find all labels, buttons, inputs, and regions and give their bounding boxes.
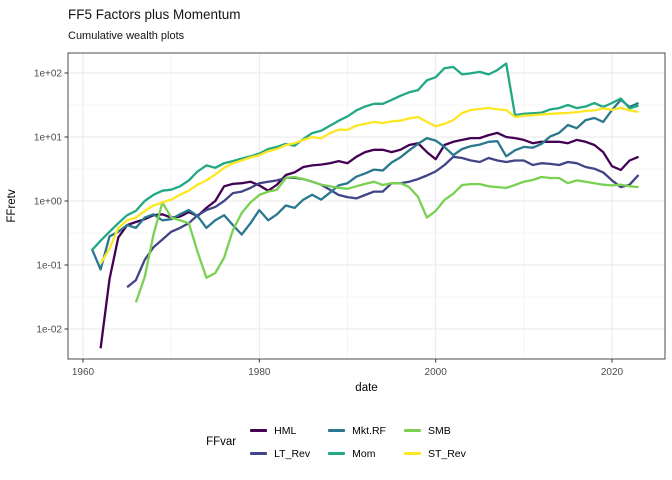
legend-items: HML LT_Rev Mkt.RF Mom SMB ST_Rev [250,419,466,465]
legend-key-line [403,429,421,432]
series-line-Mkt.RF [90,98,639,271]
legend-label: HML [274,424,297,437]
legend-label: ST_Rev [427,447,466,460]
y-tick-label: 1e+00 [34,197,63,208]
x-tick-label: 2020 [601,367,624,378]
series-line-SMB [134,175,639,303]
chart-subtitle: Cumulative wealth plots [68,30,185,42]
legend-label: LT_Rev [274,447,311,460]
legend-item-LT_Rev: LT_Rev [250,442,310,465]
y-tick-label: 1e+02 [34,69,63,80]
legend-item-HML: HML [250,419,310,442]
y-tick-label: 1e-01 [36,261,62,272]
x-axis-title: date [355,382,377,394]
legend-item-Mom: Mom [328,442,386,465]
legend-key-line [328,452,346,455]
legend-key-line [328,429,346,432]
series-line-ST_Rev [99,106,639,265]
series-line-Mom [90,62,639,252]
chart-title: FF5 Factors plus Momentum [68,7,241,22]
legend-title: FFvar [206,436,237,448]
legend-key-line [250,429,268,432]
panel-background [68,53,665,359]
y-tick-label: 1e+01 [34,133,63,144]
legend-key-line [403,452,421,455]
legend-label: Mom [352,447,376,460]
legend-label: Mkt.RF [352,424,386,437]
x-tick-label: 2000 [425,367,448,378]
x-tick-label: 1980 [248,367,271,378]
legend-item-Mkt.RF: Mkt.RF [328,419,386,442]
legend-item-SMB: SMB [403,419,466,442]
legend-label: SMB [427,424,451,437]
y-axis-title: FFretv [6,189,18,222]
series-line-LT_Rev [126,155,640,289]
x-tick-label: 1960 [72,367,95,378]
panel-border [67,52,666,360]
legend: FFvar HML LT_Rev Mkt.RF Mom SMB ST_Rev [0,419,672,465]
series-line-HML [99,131,639,349]
legend-item-ST_Rev: ST_Rev [403,442,466,465]
legend-key-line [250,452,268,455]
y-tick-label: 1e-02 [36,325,62,336]
